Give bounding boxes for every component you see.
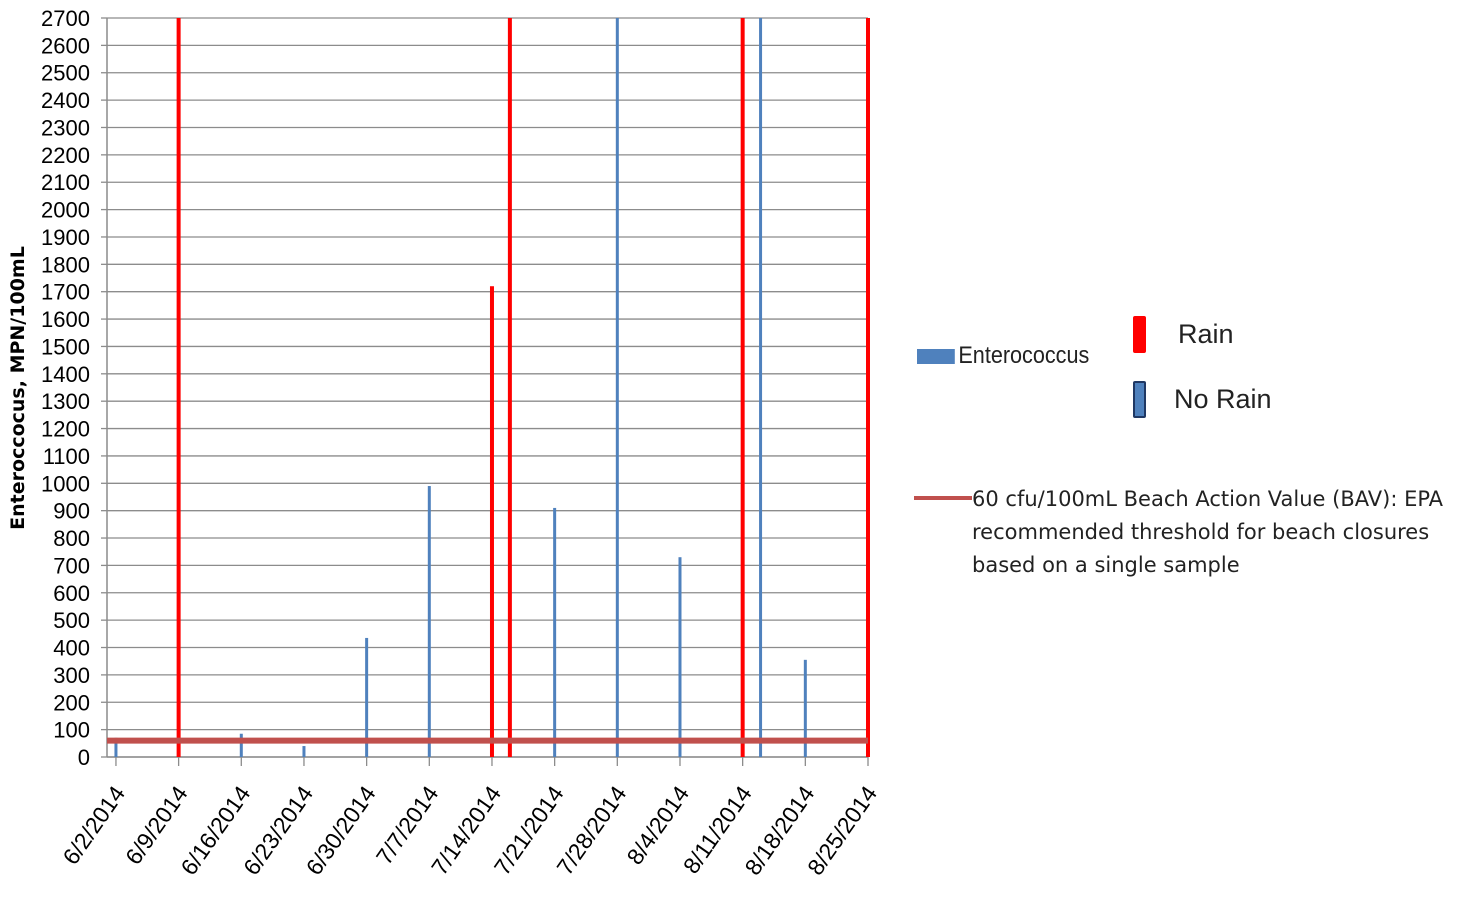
bar-no-rain (678, 557, 682, 757)
y-tick-label: 400 (53, 636, 90, 661)
grid (101, 17, 869, 766)
y-tick-label: 500 (53, 608, 90, 633)
y-tick-label: 900 (53, 499, 90, 524)
y-tick-label: 1200 (41, 417, 90, 442)
y-tick-label: 300 (53, 663, 90, 688)
bar-rain (489, 286, 494, 757)
y-tick-label: 2200 (41, 143, 90, 168)
bar-rain (740, 18, 745, 757)
y-tick-label: 600 (53, 581, 90, 606)
x-tick-labels: 6/2/20146/9/20146/16/20146/23/20146/30/2… (57, 781, 882, 880)
legend-enterococcus-swatch (917, 348, 955, 364)
bars (114, 18, 870, 757)
bar-no-rain (239, 733, 243, 757)
bar-rain (176, 18, 181, 757)
y-tick-label: 700 (53, 553, 90, 578)
y-tick-label: 2700 (41, 6, 90, 31)
legend-enterococcus: Enterococcus (917, 342, 1089, 370)
y-tick-label: 1600 (41, 307, 90, 332)
bar-no-rain (302, 746, 306, 757)
bar-no-rain (114, 737, 118, 757)
y-tick-label: 2000 (41, 198, 90, 223)
legend-no-rain-swatch (1133, 381, 1146, 418)
y-tick-label: 2500 (41, 61, 90, 86)
bar-no-rain (365, 637, 369, 757)
y-tick-label: 100 (53, 718, 90, 743)
legend-no-rain-label: No Rain (1174, 384, 1272, 414)
legend-bav: 60 cfu/100mL Beach Action Value (BAV): E… (914, 483, 1480, 582)
legend-bav-label: 60 cfu/100mL Beach Action Value (BAV): E… (972, 487, 1444, 577)
y-tick-label: 1500 (41, 334, 90, 359)
y-tick-label: 0 (78, 745, 90, 770)
y-tick-label: 1400 (41, 362, 90, 387)
y-tick-label: 2100 (41, 170, 90, 195)
y-tick-label: 2300 (41, 115, 90, 140)
legend-rain-label: Rain (1178, 319, 1234, 349)
bar-no-rain (759, 18, 763, 757)
y-tick-label: 1300 (41, 389, 90, 414)
x-tick-label: 6/2/2014 (57, 781, 130, 869)
y-tick-label: 200 (53, 690, 90, 715)
y-tick-label: 1100 (43, 444, 90, 469)
legend-rain: Rain (1133, 316, 1234, 353)
legend-enterococcus-label: Enterococcus (958, 342, 1090, 369)
legend-bav-swatch (914, 496, 972, 500)
y-tick-label: 1000 (41, 471, 90, 496)
bar-rain (866, 18, 870, 757)
y-tick-label: 1800 (41, 252, 90, 277)
y-tick-label: 1900 (41, 225, 90, 250)
y-tick-label: 2600 (41, 33, 90, 58)
bar-rain (507, 18, 512, 757)
y-tick-label: 800 (53, 526, 90, 551)
legend-no-rain: No Rain (1133, 381, 1272, 418)
bar-no-rain (427, 486, 431, 757)
bar-no-rain (615, 18, 619, 757)
y-axis-label: Enteroccocus, MPN/100mL (7, 246, 29, 530)
y-tick-label: 2400 (41, 88, 90, 113)
y-tick-label: 1700 (41, 280, 90, 305)
bar-no-rain (553, 507, 557, 757)
bar-no-rain (803, 659, 807, 757)
legend-rain-swatch (1133, 316, 1146, 353)
